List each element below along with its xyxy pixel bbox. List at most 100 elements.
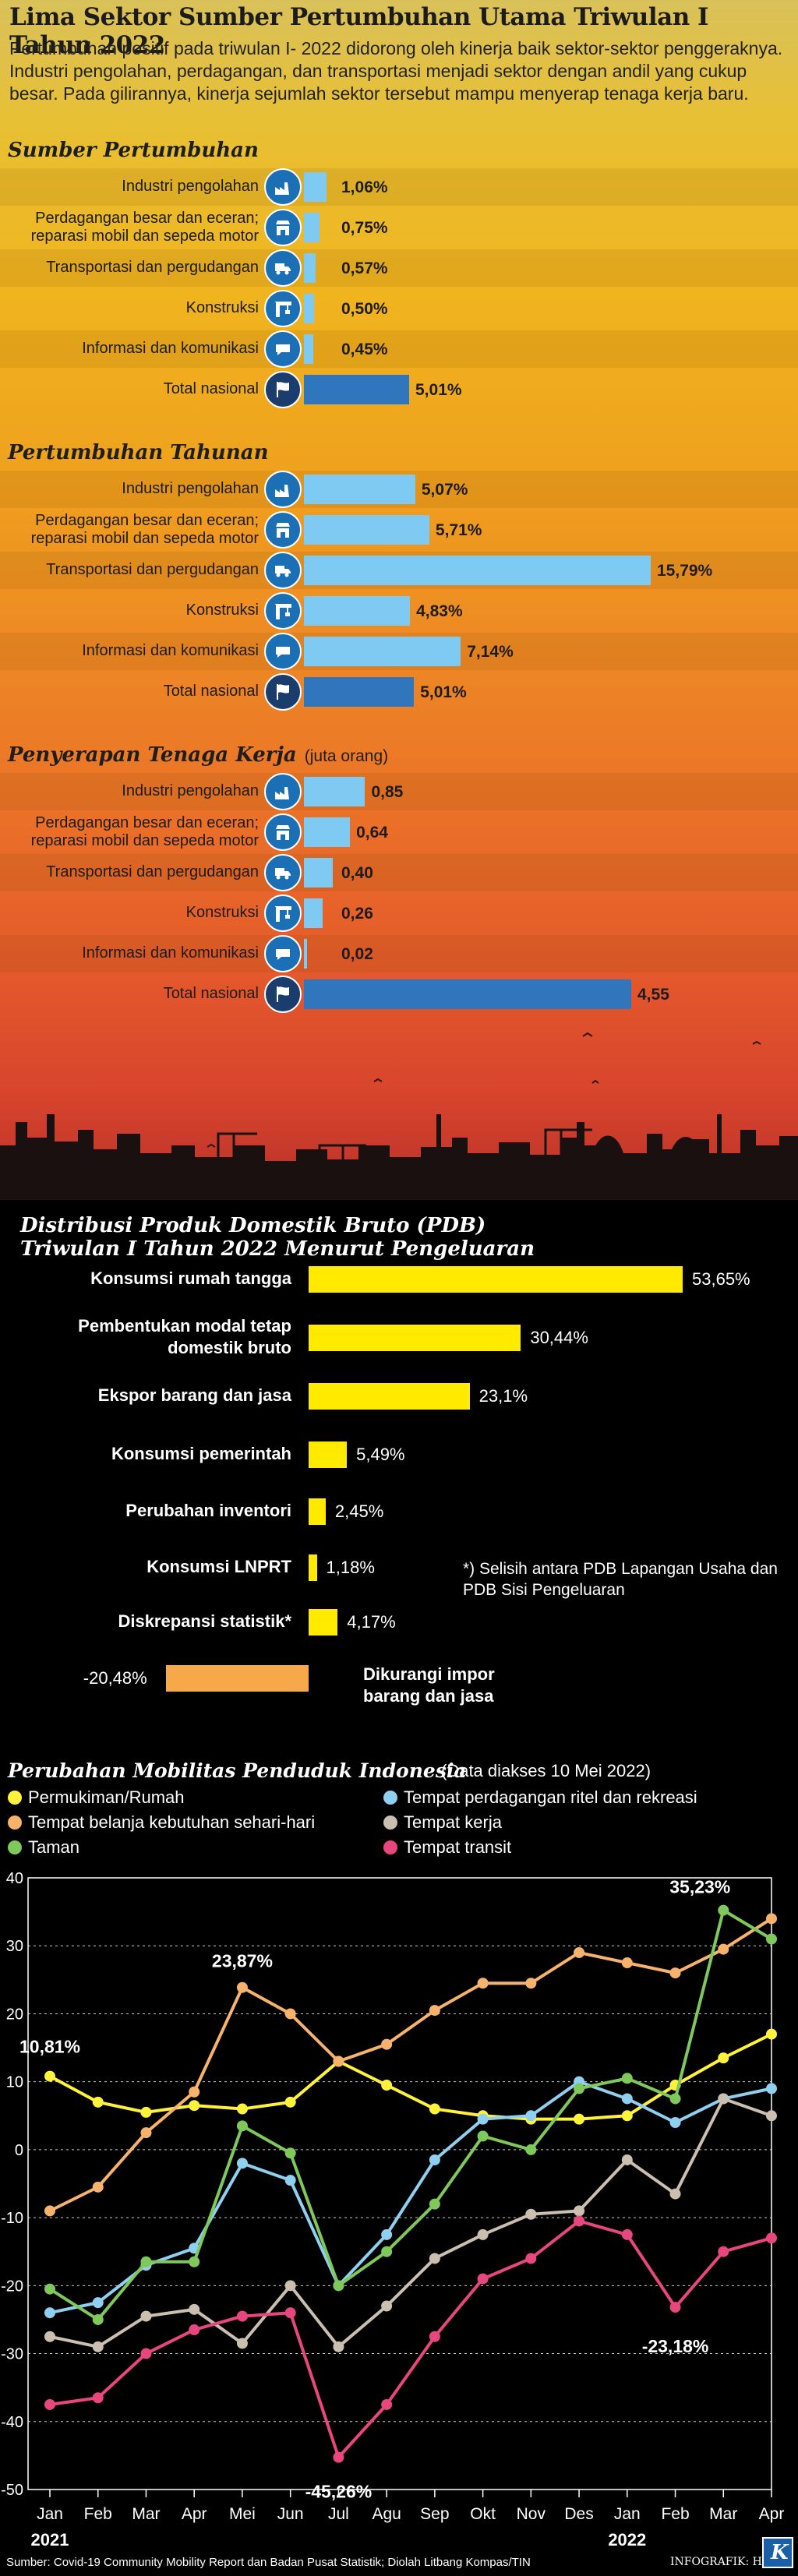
series-point bbox=[429, 2154, 440, 2165]
kompas-logo-letter: K bbox=[771, 2541, 789, 2564]
series-point bbox=[574, 2205, 585, 2217]
series-point bbox=[766, 2110, 777, 2122]
flag-icon bbox=[264, 976, 302, 1013]
intro-text: Pertumbuhan positif pada triwulan I- 202… bbox=[9, 38, 783, 104]
value-label: 0,57% bbox=[341, 259, 388, 277]
pdb-bar bbox=[309, 1554, 317, 1581]
pdb-category-label: Konsumsi rumah tangga bbox=[90, 1269, 291, 1288]
pdb-bar bbox=[309, 1609, 338, 1636]
sector-label: Perdagangan besar dan eceran; reparasi m… bbox=[30, 814, 259, 849]
pdb-category-label: Konsumsi pemerintah bbox=[111, 1444, 291, 1463]
series-point bbox=[284, 2008, 296, 2020]
series-point bbox=[333, 2451, 344, 2463]
store-icon bbox=[264, 813, 302, 851]
legend-label: Tempat kerja bbox=[404, 1812, 502, 1832]
pdb-value-label: 2,45% bbox=[334, 1501, 384, 1521]
series-point bbox=[92, 2096, 104, 2108]
value-label: 1,06% bbox=[341, 178, 388, 196]
series-point bbox=[477, 2228, 489, 2240]
pdb-category-label: Perubahan inventori bbox=[125, 1501, 291, 1520]
data-annotation: 23,87% bbox=[212, 1951, 273, 1971]
factory-icon bbox=[264, 773, 302, 810]
series-point bbox=[766, 2028, 777, 2040]
legend-item: Taman bbox=[8, 1837, 79, 1858]
pdb-footnote: *) Selisih antara PDB Lapangan Usaha dan… bbox=[463, 1560, 778, 1599]
legend-item: Tempat kerja bbox=[383, 1812, 502, 1833]
series-point bbox=[429, 2331, 440, 2342]
value-label: 5,07% bbox=[421, 481, 468, 499]
legend-swatch bbox=[383, 1816, 397, 1830]
legend-label: Tempat perdagangan ritel dan rekreasi bbox=[404, 1787, 697, 1807]
series-point bbox=[574, 1946, 585, 1958]
sector-label: Perdagangan besar dan eceran; reparasi m… bbox=[30, 512, 259, 547]
series-point bbox=[477, 2273, 489, 2285]
pdb-value-label: 5,49% bbox=[356, 1445, 405, 1464]
series-point bbox=[621, 2093, 633, 2105]
chat-icon bbox=[264, 633, 302, 670]
section-title: Penyerapan Tenaga Kerja (juta orang) bbox=[8, 743, 388, 767]
infographic-credit: INFOGRAFIK: HANS bbox=[670, 2556, 787, 2568]
value-bar bbox=[304, 334, 314, 364]
kompas-logo: K bbox=[762, 2537, 793, 2568]
series-point bbox=[669, 2117, 681, 2128]
y-tick-label: -30 bbox=[1, 2346, 23, 2363]
x-tick-label: Sep bbox=[420, 2505, 449, 2523]
crane-icon bbox=[264, 895, 302, 932]
pdb-title-line1: Distribusi Produk Domestik Bruto (PDB) bbox=[20, 1214, 486, 1237]
data-annotation: -23,18% bbox=[642, 2336, 709, 2356]
pdb-category-label: Ekspor barang dan jasa bbox=[97, 1385, 291, 1405]
series-point bbox=[766, 2232, 777, 2244]
series-point bbox=[333, 2056, 344, 2067]
series-point bbox=[189, 2086, 200, 2098]
mobility-date: (Data diakses 10 Mei 2022) bbox=[441, 1761, 651, 1780]
series-point bbox=[189, 2256, 200, 2267]
series-point bbox=[92, 2181, 104, 2193]
y-tick-label: 0 bbox=[15, 2142, 23, 2159]
mobility-title: Perubahan Mobilitas Penduduk Indonesia bbox=[8, 1759, 467, 1782]
series-point bbox=[140, 2127, 152, 2139]
series-point bbox=[284, 2175, 296, 2186]
sector-label: Konstruksi bbox=[185, 904, 259, 921]
mobility-line-chart: -50 -40 -30 -20 -10 0 10 20 30 40 Jan Feb Mar Apr Mei J… bbox=[1, 1870, 784, 2550]
data-annotation: 35,23% bbox=[669, 1877, 730, 1897]
y-tick-label: -40 bbox=[1, 2414, 23, 2431]
truck-icon bbox=[264, 854, 302, 891]
value-bar bbox=[304, 777, 365, 806]
sector-label: Konstruksi bbox=[185, 299, 259, 316]
chat-icon bbox=[264, 330, 302, 368]
value-bar bbox=[304, 172, 327, 202]
legend-item: Tempat belanja kebutuhan sehari-hari bbox=[8, 1812, 315, 1833]
pdb-value-label: 30,44% bbox=[530, 1328, 588, 1347]
series-point bbox=[381, 2398, 393, 2410]
value-bar bbox=[304, 515, 429, 545]
row-stripe bbox=[0, 249, 798, 287]
series-point bbox=[236, 2158, 248, 2169]
x-tick-label: Des bbox=[564, 2505, 593, 2523]
series-point bbox=[525, 1978, 537, 1989]
crane-icon bbox=[264, 592, 302, 630]
value-label: 0,64 bbox=[356, 824, 388, 842]
value-label: 7,14% bbox=[467, 643, 514, 661]
value-bar bbox=[304, 475, 415, 504]
series-point bbox=[236, 1981, 248, 1993]
value-label: 15,79% bbox=[657, 562, 713, 580]
year-label: 2022 bbox=[608, 2530, 646, 2550]
series-point bbox=[92, 2341, 104, 2352]
series-line bbox=[48, 1908, 773, 2321]
value-label: 5,01% bbox=[420, 683, 467, 701]
section-title-text: Penyerapan Tenaga Kerja bbox=[8, 743, 297, 767]
sector-label: Total nasional bbox=[163, 985, 259, 1002]
row-stripe bbox=[0, 168, 798, 206]
growth-panel: Lima Sektor Sumber Pertumbuhan Utama Tri… bbox=[0, 0, 798, 1200]
series-point bbox=[44, 2205, 55, 2217]
source-note: Sumber: Covid-19 Community Mobility Repo… bbox=[6, 2556, 531, 2569]
series-point bbox=[718, 2246, 729, 2257]
series-line bbox=[49, 2032, 772, 2121]
x-tick-label: Mei bbox=[229, 2505, 256, 2523]
series-point bbox=[44, 2398, 55, 2410]
pdb-bar bbox=[309, 1325, 521, 1351]
pdb-bar bbox=[309, 1266, 683, 1293]
y-tick-label: 40 bbox=[6, 1870, 23, 1887]
legend-swatch bbox=[8, 1840, 22, 1854]
row-stripe bbox=[0, 854, 798, 891]
